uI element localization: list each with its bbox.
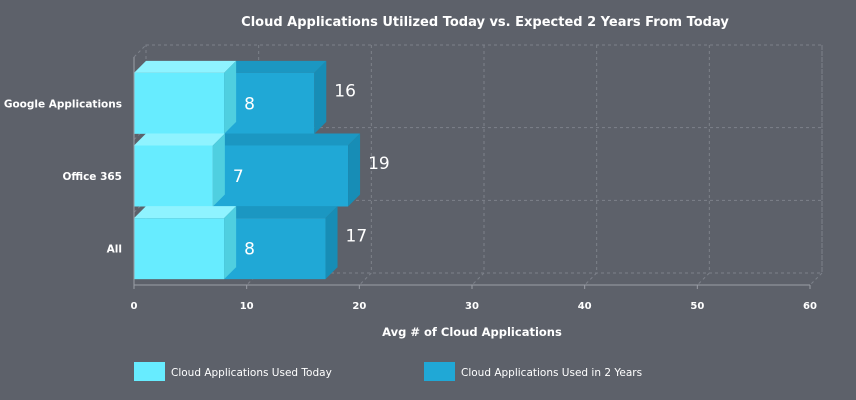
bar-segment bbox=[224, 72, 315, 134]
grid-line-floor bbox=[696, 272, 710, 286]
legend-label: Cloud Applications Used Today bbox=[171, 367, 332, 379]
grid-line-corner bbox=[133, 44, 147, 58]
data-label-today: 7 bbox=[233, 167, 244, 187]
bar-segment bbox=[134, 145, 213, 207]
bar-top-face bbox=[224, 206, 338, 219]
bar-side-face bbox=[348, 133, 361, 207]
bar-segment bbox=[134, 72, 225, 134]
bar-side-face bbox=[224, 60, 237, 134]
bar-segment bbox=[134, 218, 225, 280]
y-category-label: All bbox=[107, 244, 122, 256]
grid-line-floor bbox=[358, 272, 372, 286]
bar-side-face bbox=[212, 133, 225, 207]
chart-bars: 8 16 7 19 8 17 bbox=[134, 60, 390, 280]
x-tick-label: 50 bbox=[690, 301, 704, 312]
chart-axes: 0 10 20 30 40 50 60 Google Applications Office 3… bbox=[4, 57, 817, 312]
x-tick-label: 20 bbox=[352, 301, 366, 312]
data-label-today: 8 bbox=[244, 240, 255, 260]
bar-top-face bbox=[134, 60, 237, 73]
x-tick-label: 60 bbox=[803, 301, 817, 312]
bar-top-face bbox=[134, 206, 237, 219]
bar-top-face bbox=[212, 133, 361, 146]
bar-segment bbox=[224, 218, 326, 280]
bar-side-face bbox=[325, 206, 338, 280]
chart-title: Cloud Applications Utilized Today vs. Ex… bbox=[241, 15, 729, 30]
data-label-total: 16 bbox=[334, 81, 356, 101]
x-tick-label: 40 bbox=[578, 301, 592, 312]
x-axis-title: Avg # of Cloud Applications bbox=[382, 325, 562, 339]
y-category-label: Google Applications bbox=[4, 98, 122, 110]
x-tick-label: 0 bbox=[131, 301, 138, 312]
bar-segment bbox=[212, 145, 349, 207]
legend-label: Cloud Applications Used in 2 Years bbox=[461, 367, 642, 379]
bar-top-face bbox=[224, 60, 327, 73]
grid-line-floor bbox=[471, 272, 485, 286]
grid-line-floor bbox=[809, 272, 823, 286]
grid-line-floor bbox=[584, 272, 598, 286]
y-category-label: Office 365 bbox=[62, 171, 122, 183]
chart-legend: Cloud Applications Used Today Cloud Appli… bbox=[134, 362, 642, 381]
bar-side-face bbox=[314, 60, 327, 134]
data-label-total: 17 bbox=[346, 227, 368, 247]
x-tick-label: 10 bbox=[240, 301, 254, 312]
bar-side-face bbox=[224, 206, 237, 280]
legend-swatch bbox=[424, 362, 455, 381]
data-label-total: 19 bbox=[368, 154, 390, 174]
x-tick-label: 30 bbox=[465, 301, 479, 312]
bar-top-face bbox=[134, 133, 225, 146]
legend-swatch bbox=[134, 362, 165, 381]
data-label-today: 8 bbox=[244, 94, 255, 114]
